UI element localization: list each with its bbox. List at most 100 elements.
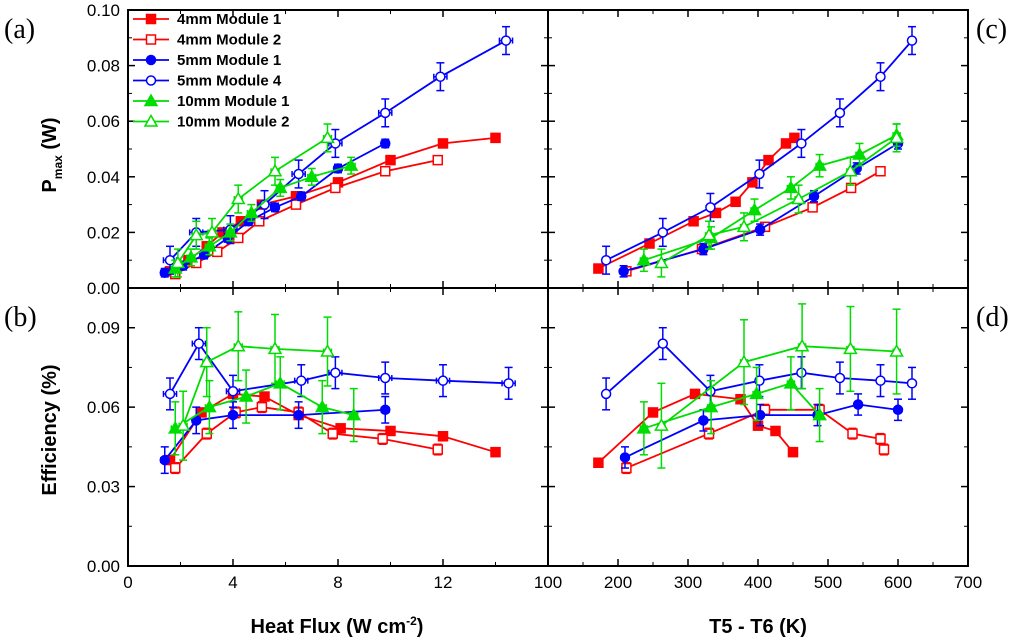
panel-d-point-10mm-module-1-4 xyxy=(812,407,827,421)
panel-a-point-10mm-module-1-4 xyxy=(244,205,259,219)
panel-label-a: (a) xyxy=(4,14,35,45)
panel-c-point-4mm-module-1-0 xyxy=(593,263,604,274)
panel-a-plot-area xyxy=(159,25,514,280)
panel-d-point-5mm-module-1-5 xyxy=(892,404,904,416)
panel-b-point-10mm-module-1-1 xyxy=(202,399,217,413)
panel-c-point-4mm-module-2-3 xyxy=(807,202,818,213)
panel-a-point-5mm-module-4-4 xyxy=(293,168,304,180)
panel-d-point-5mm-module-4-5 xyxy=(834,372,846,384)
panel-b-ytick-label-2: 0.06 xyxy=(87,398,120,417)
axes-layer: 0.00 0.02 0.04 0.06 0.08 0.10 0.00 0.03 0.06 0.09… xyxy=(87,1,982,592)
panel-b-point-4mm-module-2-5 xyxy=(327,428,338,439)
panel-a-point-10mm-module-1-1 xyxy=(183,249,199,263)
panel-b-line-5mm-module-4 xyxy=(169,341,509,395)
panel-d-point-10mm-module-2-4 xyxy=(889,344,904,357)
panel-d-point-10mm-module-2-2 xyxy=(794,338,810,352)
panel-b-ytick-label-3: 0.09 xyxy=(87,319,120,338)
panel-a-point-4mm-module-2-3 xyxy=(233,232,244,244)
x-axis-title-main: Heat Flux (W cm xyxy=(251,616,407,638)
panel-a-point-10mm-module-1-3 xyxy=(223,224,238,238)
panel-c-point-5mm-module-4-4 xyxy=(796,138,807,149)
panel-a-point-4mm-module-2-6 xyxy=(330,182,341,194)
panel-c-point-4mm-module-1-4 xyxy=(730,196,741,208)
panel-b-point-5mm-module-4-5 xyxy=(380,372,391,384)
panel-a-point-4mm-module-1-10 xyxy=(490,132,501,144)
panel-d-point-4mm-module-1-2 xyxy=(689,388,701,400)
panel-d-point-5mm-module-4-0 xyxy=(600,388,612,400)
panel-b-point-4mm-module-1-6 xyxy=(385,425,396,437)
panel-d-point-10mm-module-1-3 xyxy=(783,375,799,389)
panel-b-point-5mm-module-4-2 xyxy=(227,386,239,397)
panel-c-point-5mm-module-4-5 xyxy=(834,107,846,119)
panel-a-ytick-label-3: 0.06 xyxy=(87,112,120,131)
legend-label-10mm-module-2: 10mm Module 2 xyxy=(177,114,290,131)
panel-c-point-5mm-module-4-3 xyxy=(754,168,765,180)
panel-d-xtick-label-0: 100 xyxy=(534,573,562,592)
panel-b-point-4mm-module-1-8 xyxy=(490,446,501,458)
panel-a-point-5mm-module-1-5 xyxy=(269,202,281,213)
panel-b-point-5mm-module-1-2 xyxy=(227,409,239,421)
panel-a-point-4mm-module-1-8 xyxy=(385,154,396,166)
panel-b-point-5mm-module-4-1 xyxy=(193,338,205,349)
panel-b-point-5mm-module-4-0 xyxy=(164,388,176,400)
panel-a-point-4mm-module-2-2 xyxy=(212,246,223,258)
panel-b-point-5mm-module-1-3 xyxy=(293,409,304,421)
panel-c-point-4mm-module-2-5 xyxy=(875,165,886,177)
panel-a-point-4mm-module-2-7 xyxy=(380,165,391,177)
panel-b-point-4mm-module-2-0 xyxy=(170,462,181,474)
legend-label-10mm-module-1: 10mm Module 1 xyxy=(177,93,290,110)
panel-c-point-5mm-module-4-1 xyxy=(657,227,669,238)
panel-b-point-5mm-module-4-3 xyxy=(296,375,307,386)
panel-d-point-10mm-module-2-3 xyxy=(843,341,858,355)
panel-c-point-4mm-module-1-7 xyxy=(780,138,792,149)
panel-c-point-10mm-module-2-2 xyxy=(736,219,752,233)
panel-a-point-10mm-module-2-1 xyxy=(188,227,204,241)
panel-c-point-4mm-module-1-3 xyxy=(710,207,722,219)
panel-c-point-10mm-module-1-2 xyxy=(747,202,762,216)
panel-c-point-5mm-module-1-3 xyxy=(808,191,820,202)
panel-d-point-10mm-module-2-1 xyxy=(736,354,752,368)
panel-c-line-5mm-module-1 xyxy=(623,142,899,273)
panel-a-point-5mm-module-1-8 xyxy=(380,138,391,149)
panel-c-frame xyxy=(547,9,969,289)
panel-b-point-10mm-module-2-1 xyxy=(199,354,215,368)
panel-a-point-10mm-module-2-5 xyxy=(320,130,335,144)
panel-a-ytick-label-2: 0.04 xyxy=(87,168,120,187)
panel-a-point-10mm-module-2-0 xyxy=(170,255,186,269)
panel-a-point-5mm-module-4-7 xyxy=(435,71,446,82)
panel-d-xtick-label-4: 500 xyxy=(814,573,842,592)
panel-b-point-10mm-module-1-2 xyxy=(238,389,254,402)
panel-a-point-5mm-module-1-6 xyxy=(296,191,307,202)
panel-c-point-5mm-module-1-0 xyxy=(618,266,629,277)
y-axis-title-main: P xyxy=(39,179,61,192)
panel-c-line-5mm-module-4 xyxy=(605,40,913,262)
panel-d-point-5mm-module-1-1 xyxy=(698,415,709,426)
panel-d-xtick-label-2: 300 xyxy=(674,573,702,592)
panel-b-ytick-label-0: 0.00 xyxy=(87,557,120,576)
panel-b-plot-area xyxy=(159,311,516,475)
legend-marker-4mm-module-1 xyxy=(145,13,157,25)
panel-a-ytick-label-1: 0.02 xyxy=(87,223,120,242)
panel-c-point-4mm-module-1-6 xyxy=(763,154,774,166)
panel-d-point-4mm-module-1-1 xyxy=(647,407,659,418)
y-axis-title-top: Pmax (W) xyxy=(39,117,65,192)
panel-a-point-10mm-module-2-3 xyxy=(230,191,246,205)
panel-a-point-10mm-module-1-7 xyxy=(343,158,359,171)
panel-c-point-10mm-module-1-5 xyxy=(852,147,867,160)
legend-label-5mm-module-4: 5mm Module 4 xyxy=(177,73,282,90)
panel-a-ytick-label-4: 0.08 xyxy=(87,57,120,76)
panel-b-xtick-label-1: 4 xyxy=(228,573,237,592)
panel-c-point-10mm-module-1-3 xyxy=(783,180,799,194)
legend-label-4mm-module-1: 4mm Module 1 xyxy=(177,11,281,28)
panel-c-point-4mm-module-1-8 xyxy=(789,132,800,144)
panel-d-line-10mm-module-2 xyxy=(660,345,897,427)
panel-b-point-4mm-module-2-3 xyxy=(256,401,268,413)
panel-d-line-5mm-module-1 xyxy=(624,403,899,459)
panel-c-point-5mm-module-4-2 xyxy=(705,202,716,213)
legend: 4mm Module 1 4mm Module 2 5mm Module 1 5mm … xyxy=(133,11,290,131)
panel-a-point-10mm-module-1-6 xyxy=(304,169,320,183)
panel-d-point-10mm-module-1-0 xyxy=(636,420,652,434)
panel-b-point-10mm-module-2-0 xyxy=(175,418,191,431)
panel-d-point-4mm-module-2-6 xyxy=(878,444,890,455)
